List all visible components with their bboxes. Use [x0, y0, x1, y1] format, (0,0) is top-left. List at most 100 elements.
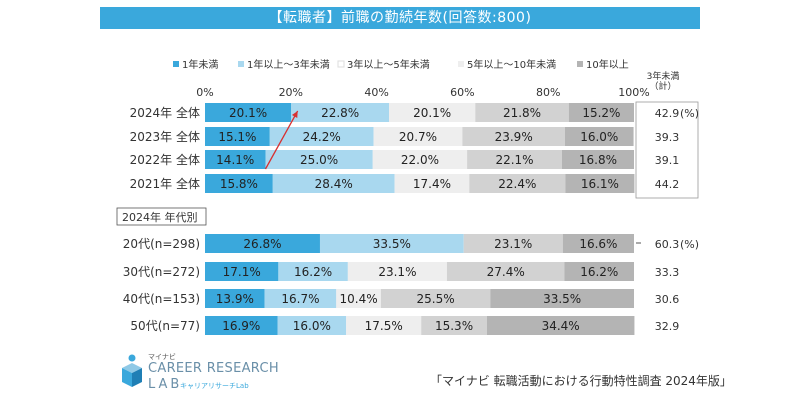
bar-segment	[277, 316, 347, 335]
data-label: 16.0%	[293, 319, 331, 333]
bar-segment	[205, 150, 266, 169]
legend-swatch	[458, 61, 464, 67]
bar-segment	[561, 150, 634, 169]
bar-segment	[347, 262, 447, 281]
bar-segment	[475, 103, 569, 122]
data-label: 20.1%	[229, 106, 267, 120]
trend-arrow	[264, 110, 299, 170]
bar-segment	[486, 316, 635, 335]
bar-segment	[205, 127, 270, 146]
chart-title: 【転職者】前職の勤続年数(回答数:800)	[100, 7, 700, 29]
data-label: 23.1%	[494, 237, 532, 251]
data-label: 28.4%	[315, 177, 353, 191]
legend-label: 5年以上～10年未満	[467, 58, 556, 71]
bar-segment	[205, 174, 273, 193]
legend-swatch	[173, 61, 179, 67]
logo-lab-text: LAB	[148, 377, 183, 392]
bar-segment	[469, 174, 566, 193]
row-label: 20代(n=298)	[123, 237, 200, 251]
trend-arrow-head	[291, 111, 298, 118]
data-label: 15.3%	[435, 319, 473, 333]
row-label: 2023年 全体	[130, 129, 200, 144]
data-label: 25.0%	[300, 153, 338, 167]
data-label: 22.1%	[495, 153, 533, 167]
total-value: 39.3	[655, 131, 680, 144]
data-label: 21.8%	[503, 106, 541, 120]
legend-label: 3年以上～5年未満	[347, 58, 430, 71]
data-label: 33.5%	[543, 292, 581, 306]
bar-segment	[380, 289, 491, 308]
bar-segment	[394, 174, 470, 193]
bar-segment	[291, 103, 390, 122]
data-label: 13.9%	[216, 292, 254, 306]
legend-swatch	[577, 61, 583, 67]
bar-segment	[421, 316, 487, 335]
legend-label: 10年以上	[586, 58, 629, 71]
data-label: 16.7%	[281, 292, 319, 306]
row-label: 2022年 全体	[130, 152, 200, 167]
row-label: 30代(n=272)	[123, 265, 200, 279]
row-label: 50代(n=77)	[130, 319, 200, 333]
bar-segment	[319, 234, 464, 253]
bar-segment	[564, 127, 634, 146]
total-value: 39.1	[655, 154, 680, 167]
row-label: 2024年 全体	[130, 105, 200, 120]
bar-segment	[264, 289, 337, 308]
bar-segment	[205, 289, 265, 308]
data-label: 16.0%	[580, 130, 618, 144]
logo-main-text: CAREER RESEARCH	[148, 361, 279, 376]
data-label: 16.2%	[580, 265, 618, 279]
x-tick-label: 80%	[536, 86, 560, 99]
side-header: 3年未満	[647, 70, 680, 82]
data-label: 16.6%	[579, 237, 617, 251]
data-label: 15.1%	[218, 130, 256, 144]
bar-segment	[564, 262, 634, 281]
data-label: 24.2%	[303, 130, 341, 144]
bar-segment	[205, 234, 320, 253]
data-label: 15.8%	[220, 177, 258, 191]
bar-segment	[346, 316, 422, 335]
bar-segment	[336, 289, 381, 308]
bar-segment	[568, 103, 634, 122]
data-label: 34.4%	[542, 319, 580, 333]
legend-swatch	[337, 60, 345, 68]
data-label: 22.8%	[321, 106, 359, 120]
data-label: 20.1%	[413, 106, 451, 120]
total-value: 33.3	[655, 266, 680, 279]
bar-segment	[205, 262, 279, 281]
unit-label: (%)	[680, 107, 699, 120]
data-label: 22.0%	[401, 153, 439, 167]
row-label: 40代(n=153)	[123, 292, 200, 306]
source-note: 「マイナビ 転職活動における行動特性調査 2024年版」	[430, 374, 732, 388]
data-label: 17.1%	[223, 265, 261, 279]
bar-segment	[462, 127, 565, 146]
totals-box	[635, 101, 699, 199]
data-label: 15.2%	[582, 106, 620, 120]
data-label: 27.4%	[487, 265, 525, 279]
total-value: 60.3	[655, 238, 680, 251]
data-label: 10.4%	[340, 292, 378, 306]
data-label: 16.1%	[581, 177, 619, 191]
data-label: 20.7%	[399, 130, 437, 144]
bar-segment	[490, 289, 634, 308]
bar-segment	[562, 234, 634, 253]
logo-cube-icon	[122, 354, 142, 387]
data-label: 23.9%	[495, 130, 533, 144]
section-label: 2024年 年代別	[122, 210, 198, 224]
data-label: 16.9%	[222, 319, 260, 333]
x-tick-label: 40%	[364, 86, 388, 99]
data-label: 14.1%	[216, 153, 254, 167]
data-label: 25.5%	[417, 292, 455, 306]
bar-segment	[463, 234, 563, 253]
data-label: 17.4%	[413, 177, 451, 191]
bar-segment	[372, 150, 468, 169]
side-header: （計）	[649, 80, 676, 92]
data-label: 23.1%	[378, 265, 416, 279]
section-label-box	[116, 207, 207, 226]
bar-segment	[272, 174, 395, 193]
data-label: 22.4%	[498, 177, 536, 191]
data-label: 16.8%	[579, 153, 617, 167]
legend-swatch	[238, 61, 244, 67]
data-label: 26.8%	[243, 237, 281, 251]
